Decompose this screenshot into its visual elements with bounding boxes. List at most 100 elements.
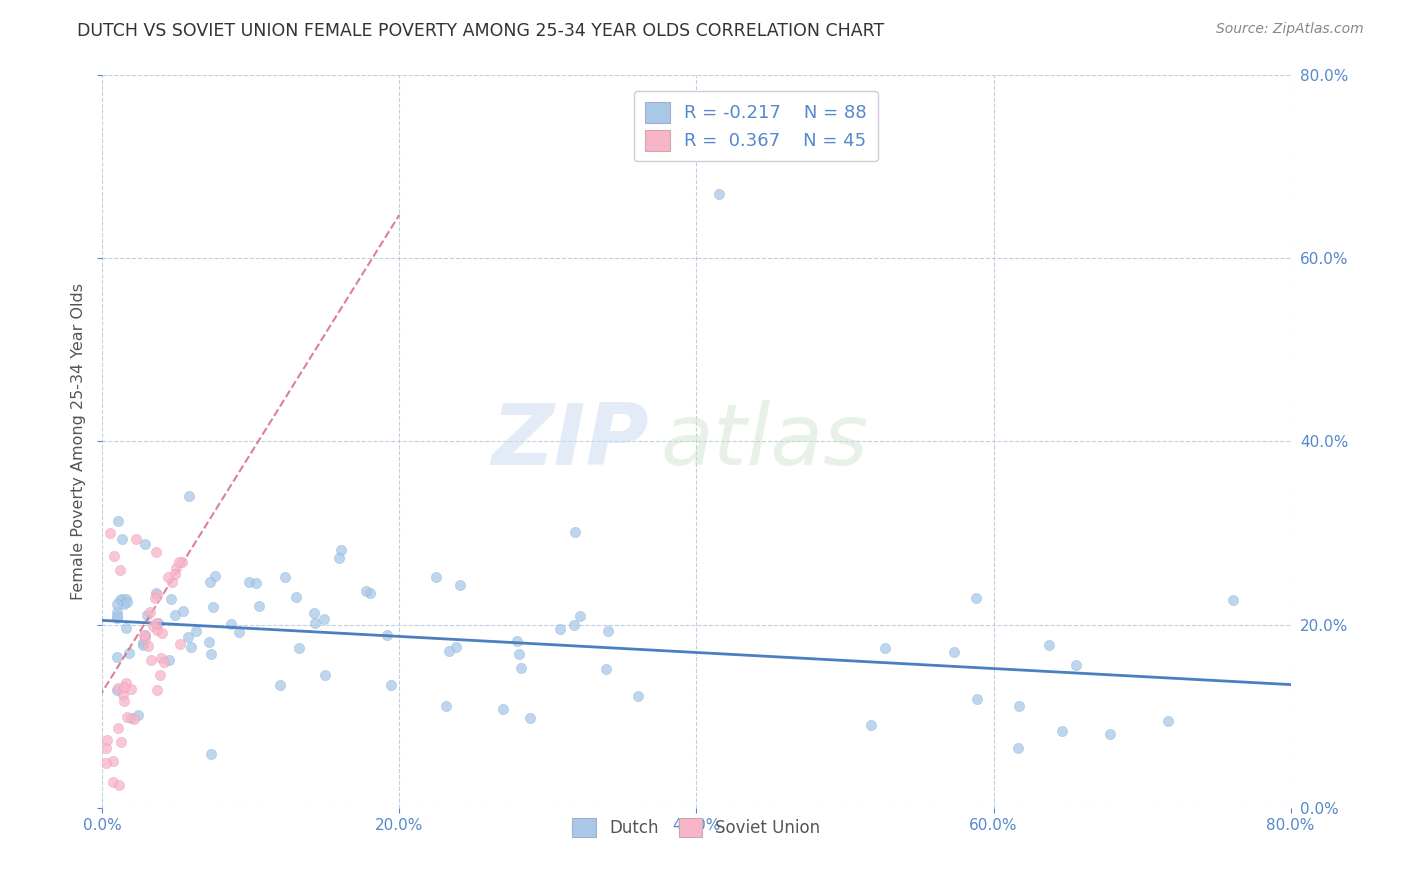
Point — [157, 653, 180, 667]
Point — [143, 591, 166, 605]
Point — [198, 634, 221, 648]
Point — [180, 640, 202, 654]
Point — [284, 590, 307, 604]
Point — [132, 638, 155, 652]
Point — [103, 549, 125, 563]
Point — [287, 640, 309, 655]
Point — [105, 611, 128, 625]
Point — [548, 622, 571, 636]
Point — [228, 624, 250, 639]
Point — [156, 570, 179, 584]
Point — [165, 561, 187, 575]
Point — [101, 774, 124, 789]
Point — [1222, 593, 1244, 607]
Point — [118, 646, 141, 660]
Point — [245, 576, 267, 591]
Point — [425, 569, 447, 583]
Point — [354, 584, 377, 599]
Point — [96, 732, 118, 747]
Point — [94, 756, 117, 770]
Point — [105, 609, 128, 624]
Point — [139, 605, 162, 619]
Point — [139, 653, 162, 667]
Legend: Dutch, Soviet Union: Dutch, Soviet Union — [565, 812, 827, 844]
Point — [221, 617, 243, 632]
Point — [107, 681, 129, 696]
Text: DUTCH VS SOVIET UNION FEMALE POVERTY AMONG 25-34 YEAR OLDS CORRELATION CHART: DUTCH VS SOVIET UNION FEMALE POVERTY AMO… — [77, 22, 884, 40]
Point — [359, 585, 381, 599]
Text: Source: ZipAtlas.com: Source: ZipAtlas.com — [1216, 22, 1364, 37]
Y-axis label: Female Poverty Among 25-34 Year Olds: Female Poverty Among 25-34 Year Olds — [72, 283, 86, 600]
Point — [314, 612, 336, 626]
Point — [105, 683, 128, 698]
Point — [94, 741, 117, 756]
Point — [105, 650, 128, 665]
Point — [179, 489, 201, 503]
Point — [146, 682, 169, 697]
Point — [564, 617, 586, 632]
Point — [150, 625, 173, 640]
Point — [145, 616, 167, 631]
Point — [125, 532, 148, 546]
Point — [150, 651, 173, 665]
Point — [434, 698, 457, 713]
Point — [146, 615, 169, 630]
Point — [107, 515, 129, 529]
Point — [509, 660, 531, 674]
Point — [142, 619, 165, 633]
Point — [105, 597, 128, 611]
Point — [146, 588, 169, 602]
Point — [117, 710, 139, 724]
Point — [115, 592, 138, 607]
Point — [247, 599, 270, 614]
Point — [202, 600, 225, 615]
Point — [108, 778, 131, 792]
Point — [564, 524, 586, 539]
Point — [134, 536, 156, 550]
Point — [120, 711, 142, 725]
Point — [127, 707, 149, 722]
Point — [169, 637, 191, 651]
Point — [875, 640, 897, 655]
Point — [115, 595, 138, 609]
Point — [160, 592, 183, 607]
Point — [238, 575, 260, 590]
Point — [145, 545, 167, 559]
Point — [167, 555, 190, 569]
Point — [165, 567, 187, 582]
Point — [569, 609, 592, 624]
Point — [134, 631, 156, 645]
Point — [1098, 727, 1121, 741]
Point — [274, 570, 297, 584]
Point — [966, 691, 988, 706]
Point — [108, 593, 131, 607]
Point — [200, 648, 222, 662]
Point — [134, 628, 156, 642]
Point — [170, 556, 193, 570]
Text: atlas: atlas — [661, 400, 869, 483]
Point — [1008, 699, 1031, 714]
Point — [111, 533, 134, 547]
Point — [111, 591, 134, 606]
Point — [506, 633, 529, 648]
Point — [707, 186, 730, 201]
Point — [98, 526, 121, 541]
Point — [110, 735, 132, 749]
Point — [111, 688, 134, 702]
Point — [302, 606, 325, 620]
Point — [112, 597, 135, 611]
Point — [115, 621, 138, 635]
Point — [965, 591, 987, 606]
Point — [163, 607, 186, 622]
Point — [328, 551, 350, 566]
Point — [519, 711, 541, 725]
Point — [177, 630, 200, 644]
Point — [1157, 714, 1180, 728]
Point — [508, 647, 530, 661]
Point — [200, 574, 222, 589]
Point — [1007, 740, 1029, 755]
Point — [437, 644, 460, 658]
Point — [943, 645, 966, 659]
Point — [314, 667, 336, 681]
Point — [132, 636, 155, 650]
